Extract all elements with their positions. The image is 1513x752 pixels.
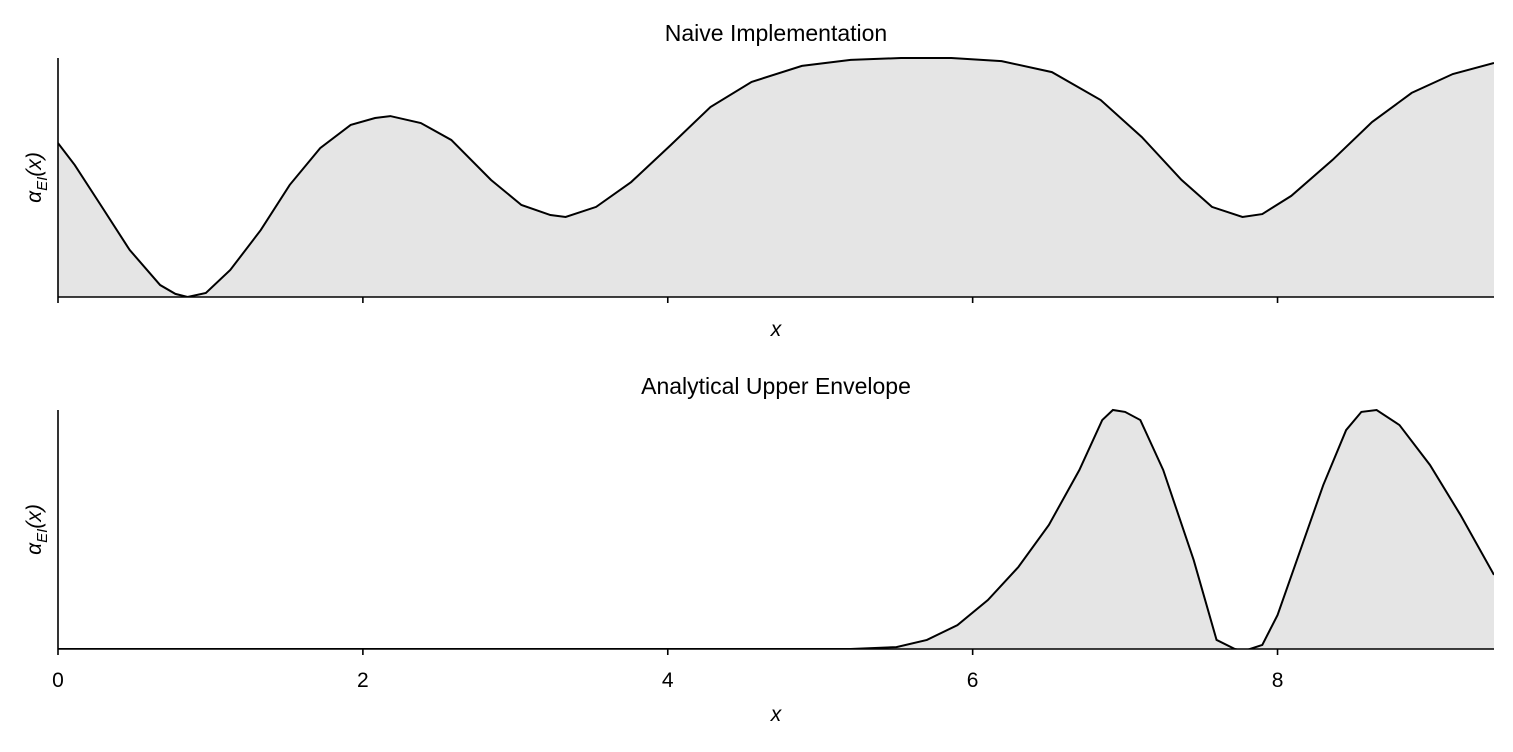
x-tick-label: 0 xyxy=(52,669,64,692)
x-tick-label: 2 xyxy=(357,669,369,692)
curve xyxy=(58,57,1494,297)
chart-title: Naive Implementation xyxy=(665,20,887,46)
x-tick-label: 6 xyxy=(967,669,979,692)
x-axis-label: x xyxy=(770,318,783,341)
y-label-argument: (x) xyxy=(23,152,46,177)
chart-title: Analytical Upper Envelope xyxy=(641,373,911,399)
curve xyxy=(58,408,1494,649)
y-label-argument: (x) xyxy=(23,504,46,529)
area-fill xyxy=(58,58,1494,297)
x-axis-label: x xyxy=(770,703,783,726)
y-label-subscript: EI xyxy=(34,529,51,543)
area-fill xyxy=(58,410,1494,649)
y-label-subscript: EI xyxy=(34,177,51,191)
y-axis-label: αEI(x) xyxy=(23,152,51,203)
y-label-symbol: α xyxy=(23,542,46,555)
x-tick-label: 8 xyxy=(1272,669,1284,692)
y-label-symbol: α xyxy=(23,190,46,203)
y-axis-label: αEI(x) xyxy=(23,504,51,555)
x-tick-label: 4 xyxy=(662,669,674,692)
